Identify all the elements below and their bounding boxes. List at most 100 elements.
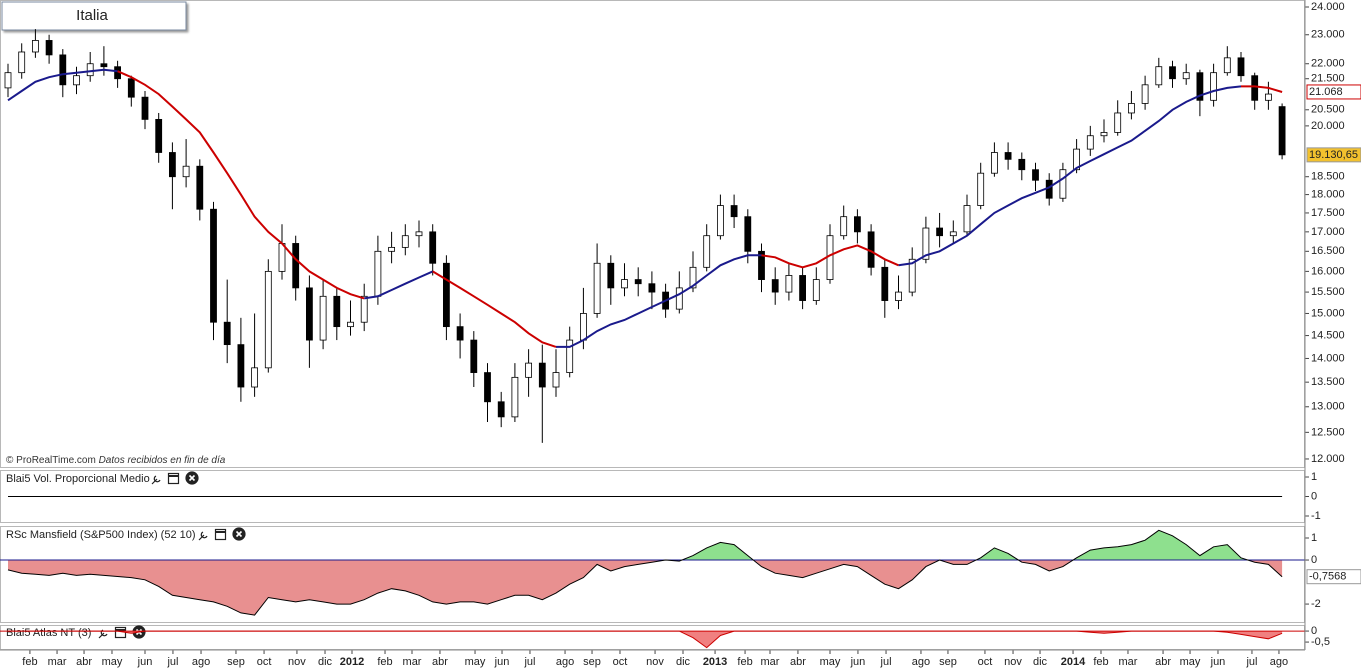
candle-body (278, 243, 286, 272)
x-tick-label: nov (646, 656, 664, 668)
candle-body (771, 279, 779, 293)
x-tick-label: abr (790, 656, 806, 668)
candle-body (908, 258, 916, 293)
candle-body (127, 78, 135, 98)
x-tick-label: ago (1270, 656, 1288, 668)
value-tag-label: -0,7568 (1309, 571, 1346, 583)
panel-title: Blai5 Atlas NT (3) (6, 627, 91, 639)
candle-body (155, 118, 163, 153)
value-tag-label: 19.130,65 (1309, 149, 1358, 161)
candle-body (566, 339, 574, 373)
candle-body (703, 235, 711, 268)
y-tick-label: 16.500 (1311, 245, 1345, 257)
x-tick-label: jul (1245, 656, 1257, 668)
candle-body (1004, 152, 1012, 160)
candle-body (1251, 75, 1259, 101)
candle-body (429, 231, 437, 264)
candle-body (1196, 72, 1204, 101)
candle-body (1278, 106, 1286, 156)
candle-body (470, 339, 478, 373)
y-tick-label: -1 (1311, 510, 1321, 522)
candle-body (388, 246, 396, 252)
x-tick-label: 2012 (340, 656, 364, 668)
x-tick-label: feb (1093, 656, 1108, 668)
candle-body (881, 266, 889, 301)
candle-body (1210, 72, 1217, 101)
y-tick-label: 18.000 (1311, 188, 1345, 200)
candle-body (374, 250, 382, 297)
candle-body (292, 243, 300, 289)
y-tick-label: -0,5 (1311, 636, 1330, 648)
candle-body (840, 216, 848, 237)
x-tick-label: mar (1118, 656, 1137, 668)
window-icon[interactable] (214, 528, 227, 541)
value-tag: -0,7568 (1306, 569, 1361, 585)
candle-body (552, 372, 560, 388)
settings-icon[interactable] (151, 475, 161, 485)
value-tag-box (1306, 147, 1361, 163)
candle-body (264, 270, 272, 369)
y-tick-label: 13.000 (1311, 401, 1345, 413)
candle-body (4, 72, 12, 89)
area-negative (8, 560, 1283, 616)
candle-body (949, 231, 957, 237)
x-tick-label: abr (432, 656, 448, 668)
candle-body (59, 54, 67, 86)
x-tick-label: jun (850, 656, 866, 668)
x-tick-label: jun (1210, 656, 1226, 668)
candle-body (45, 40, 53, 56)
candle-body (1018, 158, 1026, 171)
close-icon[interactable] (232, 527, 246, 541)
candle-body (977, 172, 985, 206)
candle-body (1155, 66, 1163, 86)
panel-icons[interactable] (98, 471, 246, 639)
candle-body (305, 287, 313, 341)
candle-body (689, 266, 697, 289)
candle-body (744, 216, 752, 252)
indicator-line (8, 630, 1283, 649)
candle-body (182, 165, 190, 178)
candle-body (32, 40, 39, 53)
candle-body (895, 291, 902, 301)
candle-body (758, 250, 765, 280)
x-tick-label: nov (288, 656, 306, 668)
x-tick-label: 2014 (1061, 656, 1086, 668)
x-tick-label: sep (227, 656, 245, 668)
close-icon[interactable] (185, 471, 199, 485)
value-tag-box (1306, 84, 1361, 100)
candle-body (936, 227, 943, 237)
x-tick-label: may (1180, 656, 1201, 668)
y-tick-label: 16.000 (1311, 265, 1345, 277)
candle-body (100, 63, 108, 68)
moving-average (117, 70, 1283, 348)
window-icon[interactable] (167, 472, 180, 485)
x-tick-label: abr (76, 656, 92, 668)
candle-body (196, 165, 204, 210)
candle-body (648, 283, 656, 293)
panel-title: Blai5 Vol. Proporcional Medio (6, 473, 150, 485)
x-tick-label: may (465, 656, 486, 668)
candle-body (991, 152, 998, 174)
candle-body (347, 321, 354, 328)
area-positive (665, 530, 1248, 561)
candle-body (538, 362, 546, 388)
y-tick-label: 12.500 (1311, 426, 1345, 438)
y-tick-label: 12.000 (1311, 453, 1345, 465)
candle-body (415, 231, 423, 237)
x-tick-label: nov (1004, 656, 1022, 668)
candle-body (401, 235, 409, 248)
candle-body (1114, 112, 1122, 133)
candle-body (251, 367, 259, 388)
x-tick-label: mar (48, 656, 67, 668)
settings-icon[interactable] (198, 531, 208, 541)
x-tick-label: mar (761, 656, 780, 668)
candle-body (456, 326, 464, 341)
y-tick-label: 20.500 (1311, 104, 1345, 116)
candle-body (497, 401, 505, 418)
value-tag: 21.068 (1306, 84, 1361, 100)
candle-body (333, 295, 341, 328)
candle-body (799, 275, 806, 301)
y-tick-label: 15.000 (1311, 307, 1345, 319)
y-tick-label: 20.000 (1311, 120, 1345, 132)
